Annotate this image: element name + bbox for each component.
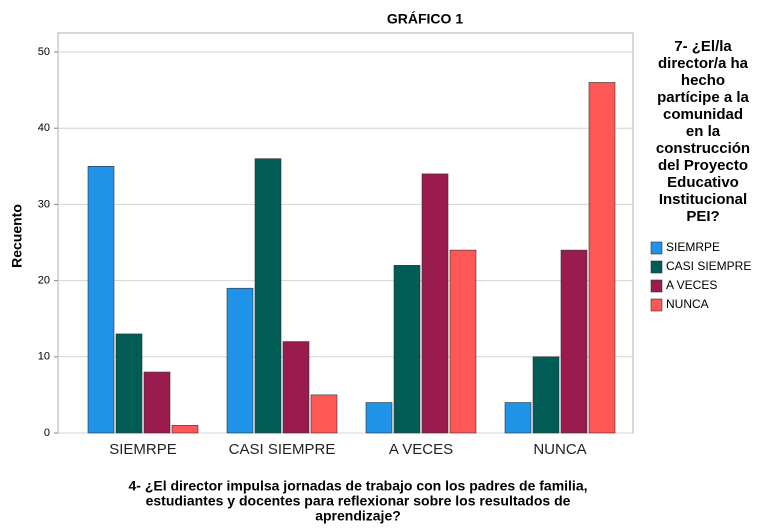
bar <box>532 356 560 434</box>
legend-title: construcción <box>656 140 750 157</box>
y-tick-label: 50 <box>38 46 50 58</box>
bar <box>504 402 532 434</box>
legend-title: partícipe a la <box>657 89 749 106</box>
legend-label: CASI SIEMPRE <box>666 259 751 273</box>
bar <box>310 394 338 434</box>
y-axis-label: Recuento <box>9 204 25 268</box>
legend-swatch <box>650 260 663 274</box>
legend-label: SIEMRPE <box>666 240 720 254</box>
y-tick-label: 20 <box>38 275 50 287</box>
bar <box>226 287 254 434</box>
x-axis-label: 4- ¿El director impulsa jornadas de trab… <box>128 478 587 494</box>
bar <box>87 166 115 434</box>
x-tick-label: SIEMRPE <box>109 441 177 458</box>
legend-title: 7- ¿El/la <box>674 38 732 55</box>
bar <box>365 402 393 434</box>
x-tick-label: CASI SIEMPRE <box>229 441 336 458</box>
legend-title: Institucional <box>659 191 747 208</box>
y-tick-label: 10 <box>38 351 50 363</box>
legend-swatch <box>650 298 663 312</box>
legend-swatch <box>650 279 663 293</box>
bar <box>449 249 477 434</box>
legend-label: NUNCA <box>666 297 709 311</box>
bar <box>393 265 421 434</box>
legend-swatch <box>650 241 663 255</box>
legend-title: director/a ha <box>658 55 749 72</box>
legend-label: A VECES <box>666 278 717 292</box>
legend-title: en la <box>686 123 721 140</box>
x-tick-label: NUNCA <box>533 441 586 458</box>
bar <box>421 173 449 434</box>
chart-title: GRÁFICO 1 <box>387 11 463 27</box>
x-axis-label: aprendizaje? <box>315 508 401 524</box>
bar <box>254 158 282 434</box>
bar <box>171 425 199 434</box>
legend-title: del Proyecto <box>658 157 748 174</box>
legend-title: Educativo <box>667 174 739 191</box>
y-tick-label: 30 <box>38 198 50 210</box>
y-tick-label: 0 <box>44 427 50 439</box>
bar <box>560 249 588 434</box>
x-tick-label: A VECES <box>389 441 453 458</box>
bar <box>115 333 143 434</box>
x-axis-label: estudiantes y docentes para reflexionar … <box>146 493 571 509</box>
bar <box>588 82 616 434</box>
legend-title: PEI? <box>686 208 719 225</box>
bar <box>143 371 171 434</box>
legend-title: comunidad <box>663 106 743 123</box>
legend-title: hecho <box>681 72 725 89</box>
bar <box>282 341 310 434</box>
y-tick-label: 40 <box>38 122 50 134</box>
